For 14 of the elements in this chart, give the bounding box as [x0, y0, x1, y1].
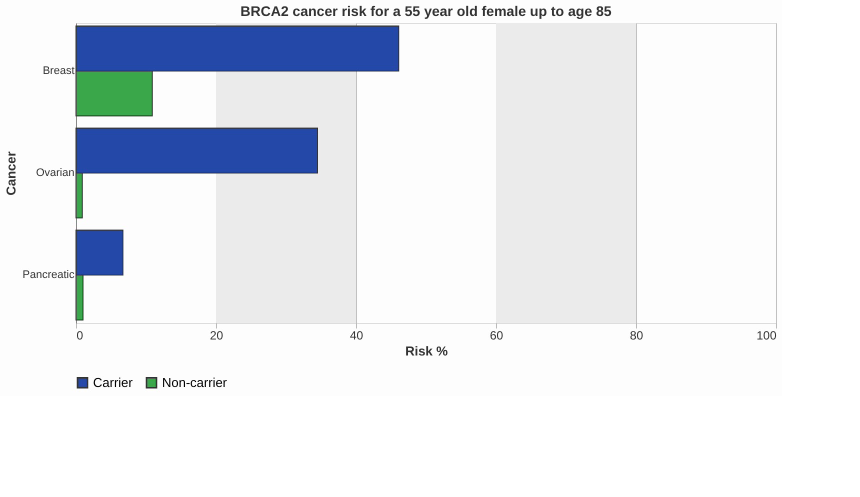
- x-tick-label: 40: [350, 328, 364, 342]
- x-tick-label: 60: [490, 328, 504, 342]
- y-axis-title: Cancer: [4, 151, 19, 196]
- y-tick-label: Breast: [42, 64, 74, 77]
- x-tick-label: 20: [210, 328, 224, 342]
- x-axis-title: Risk %: [405, 344, 448, 358]
- x-tick-label: 100: [756, 328, 777, 342]
- x-tick-label: 0: [76, 328, 84, 342]
- y-tick-label: Ovarian: [36, 167, 74, 179]
- legend-label: Non-carrier: [162, 374, 228, 390]
- y-tick-label: Pancreatic: [22, 269, 75, 282]
- x-tick-label: 80: [630, 328, 644, 342]
- legend-label: Carrier: [93, 374, 134, 390]
- chart-title: BRCA2 cancer risk for a 55 year old female up to age 85: [240, 3, 612, 19]
